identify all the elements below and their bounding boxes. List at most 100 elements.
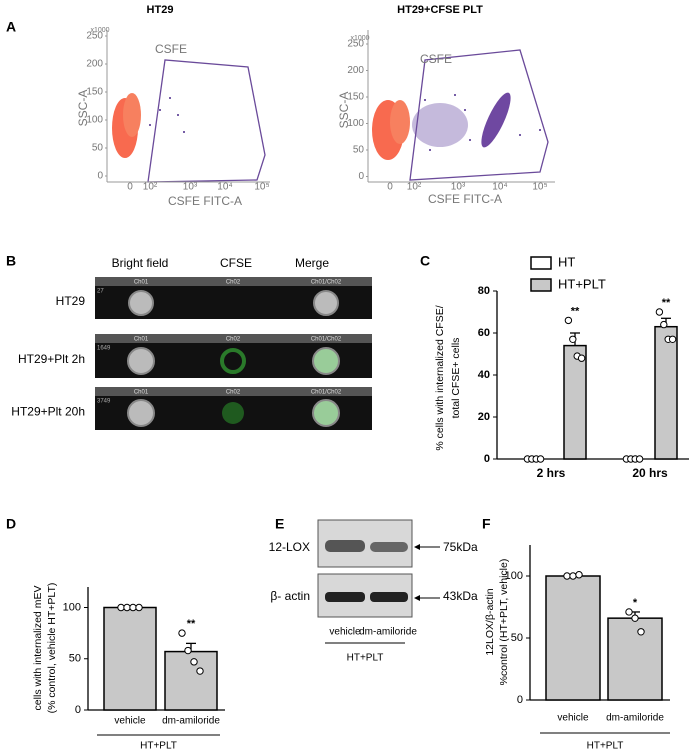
legend-label: HT+PLT [558,276,606,291]
group-label: HT+PLT [347,653,384,664]
y-tick-label: 250 [86,31,103,42]
data-point [635,455,644,463]
data-point [575,571,583,579]
channel-label: Ch01 [134,390,149,396]
gate [409,49,549,181]
channel-label: Ch02 [226,337,241,343]
x-axis-label: CSFE FITC-A [168,194,242,208]
cell-cloud [123,93,141,137]
significance: ** [662,297,671,309]
panel-label: F [482,516,491,532]
blot-image [317,519,440,644]
x-tick-label: dm-amiloride [162,716,220,727]
x-tick-label: 0 [127,182,133,193]
legend-swatch [530,278,552,292]
y-tick-label: 50 [69,653,81,665]
y-tick-label: 150 [86,87,103,98]
bar [654,325,678,460]
lane-label: dm-amiloride [359,627,417,638]
data-point [563,572,571,580]
row-label: HT29+Plt 20h [11,405,85,419]
bar [563,344,587,460]
y-tick-label: 0 [517,694,523,706]
y-axis-label: 12LOX/β-actin [484,588,496,655]
x-tick-label: 10⁵ [254,182,269,193]
y-tick-label: 0 [75,704,81,716]
group-label: HT+PLT [587,741,624,752]
x-tick-label: 10⁴ [217,182,232,193]
data-point [569,335,577,343]
gate [147,59,266,183]
y-tick-label: 200 [347,65,364,76]
channel-label: Ch01 [134,337,149,343]
column-header: Merge [295,256,329,270]
data-point [625,608,633,616]
data-point [655,308,664,316]
y-tick-label: 200 [86,59,103,70]
y-tick-label: 20 [478,411,490,423]
column-header: CFSE [220,256,252,270]
gate-label: CSFE [155,42,187,56]
significance: ** [187,618,196,630]
cell-cloud [390,100,410,144]
plot-title: HT29+CFSE PLT [397,4,483,16]
panel-label: D [6,516,16,532]
y-axis-label: % cells with internalized CFSE/ [434,305,446,450]
y-tick-label: 250 [347,39,364,50]
data-point [135,603,143,612]
y-tick-label: 80 [478,285,490,297]
bar [103,606,157,711]
flow-plot: HT29+CFSE PLT x1000 SSC-A CSFE FITC-A CSFE 25… [337,4,555,206]
data-point [184,646,192,655]
y-tick-label: 50 [92,143,104,154]
panel-label: C [420,253,430,269]
y-axis-label: SSC-A [337,92,351,129]
plot-title: HT29 [147,4,174,16]
imaging-strips [95,277,372,430]
y-tick-label: 0 [358,171,364,182]
data-point [190,658,198,666]
x-tick-label: 10² [143,182,158,193]
x-tick-label: 20 hrs [632,466,668,480]
data-point [660,320,668,329]
y-tick-label: 0 [484,453,490,465]
panel-label: B [6,253,16,269]
data-point [129,603,137,612]
axis-scale: x1000 [350,35,369,42]
significance: * [633,597,638,609]
data-point [536,455,545,463]
object-id: 27 [97,289,104,295]
data-point [178,629,186,637]
lane-label: vehicle [329,627,361,638]
x-tick-label: 10³ [451,182,466,193]
events [149,97,185,133]
x-tick-label: 10⁵ [532,182,547,193]
y-tick-label: 0 [97,171,103,182]
flow-plot: HT29 x1000 SSC-A CSFE FITC-A CSFE 250 200 150 10… [76,4,270,208]
band-label: β- actin [270,589,310,603]
data-point [668,335,677,343]
object-id: 1649 [97,346,111,352]
x-axis-label: CSFE FITC-A [428,192,502,206]
x-tick-label: 10³ [183,182,198,193]
channel-label: Ch02 [226,280,241,286]
object-id: 3749 [97,399,111,405]
data-point [564,316,573,325]
x-tick-label: 10⁴ [492,182,507,193]
column-header: Bright field [112,256,169,270]
x-tick-label: 2 hrs [537,466,566,480]
y-axis-label: %control (HT+PLT, vehicle) [498,559,510,686]
channel-label: Ch01/Ch02 [311,337,342,343]
y-axis-label: SSC-A [76,90,90,127]
data-point [577,354,586,362]
channel-label: Ch01/Ch02 [311,390,342,396]
y-tick-label: 40 [478,369,490,381]
y-tick-label: 100 [347,118,364,129]
x-tick-label: 10² [407,182,422,193]
row-label: HT29+Plt 2h [18,352,85,366]
y-tick-label: 100 [505,570,523,582]
data-point [196,667,204,675]
events [412,92,541,151]
row-label: HT29 [56,294,86,308]
